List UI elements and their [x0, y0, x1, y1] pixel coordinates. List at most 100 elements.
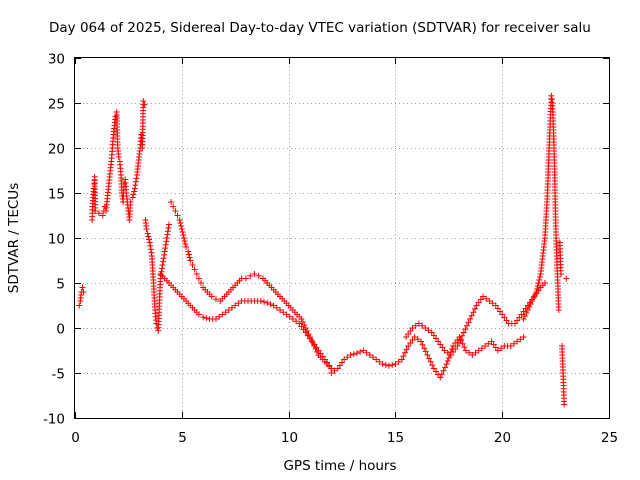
data-point-fill — [363, 349, 370, 356]
data-point-fill — [164, 231, 171, 238]
data-point-fill — [376, 358, 383, 365]
data-point — [392, 361, 399, 367]
data-point — [180, 235, 187, 241]
data-point — [168, 199, 175, 205]
data-point — [341, 356, 348, 363]
data-point-fill — [344, 354, 351, 361]
data-point — [255, 272, 262, 279]
data-point — [418, 338, 425, 345]
data-point-fill — [160, 255, 167, 262]
data-point — [189, 262, 196, 268]
data-point — [548, 92, 555, 99]
data-point — [140, 98, 147, 105]
data-point-fill — [293, 318, 300, 325]
data-point-fill — [483, 295, 490, 302]
y-tick-label: -10 — [43, 412, 65, 428]
data-point-fill — [429, 362, 436, 369]
data-point — [76, 302, 83, 309]
data-point-fill — [178, 223, 185, 229]
data-point — [561, 401, 568, 408]
x-axis-label: GPS time / hours — [283, 458, 396, 474]
data-point-fill — [162, 241, 169, 248]
data-point-fill — [159, 265, 166, 272]
data-point-fill — [162, 245, 169, 252]
data-point-fill — [498, 345, 505, 352]
data-point-fill — [389, 361, 396, 368]
data-point-fill — [164, 228, 171, 235]
data-point — [289, 316, 296, 322]
data-point — [563, 275, 570, 282]
y-tick-label: 15 — [48, 187, 65, 203]
data-point-fill — [331, 367, 338, 374]
data-point-fill — [462, 326, 469, 333]
data-point-fill — [308, 337, 315, 343]
y-tick-label: 5 — [56, 277, 65, 293]
data-point — [507, 343, 514, 349]
data-point-fill — [179, 229, 186, 235]
data-point — [283, 311, 290, 318]
data-point — [232, 302, 239, 309]
data-point-fill — [160, 258, 167, 265]
data-point — [398, 356, 405, 363]
data-point — [411, 334, 418, 340]
data-point — [146, 239, 153, 246]
data-point-fill — [133, 175, 140, 182]
data-point — [99, 212, 106, 219]
data-point — [524, 307, 531, 313]
data-point — [170, 203, 177, 210]
data-point-fill — [526, 304, 533, 310]
data-point — [533, 289, 540, 295]
data-point — [482, 343, 489, 349]
data-point-fill — [403, 346, 410, 353]
data-point-fill — [444, 358, 451, 364]
data-point-fill — [534, 286, 541, 292]
data-point-fill — [261, 298, 268, 305]
data-point-fill — [267, 301, 274, 308]
data-point-fill — [521, 313, 528, 319]
data-point-fill — [177, 220, 184, 226]
data-point-fill — [235, 300, 242, 307]
data-point-fill — [535, 280, 542, 286]
data-point — [185, 248, 192, 255]
data-point-fill — [132, 178, 139, 185]
plot-frame — [74, 57, 610, 419]
data-point-fill — [427, 358, 434, 365]
x-tick-label: 0 — [71, 430, 80, 446]
y-axis-label: SDTVAR / TECUs — [6, 183, 22, 293]
data-point-fill — [309, 340, 316, 346]
data-point — [219, 311, 226, 318]
data-point-fill — [472, 349, 479, 356]
data-point — [144, 230, 151, 237]
data-point — [159, 262, 166, 268]
data-point-fill — [186, 254, 193, 261]
data-point-fill — [459, 340, 466, 347]
data-point — [193, 271, 200, 277]
data-point-fill — [130, 191, 137, 198]
data-point — [460, 329, 467, 336]
data-point — [541, 280, 548, 286]
data-point-fill — [146, 236, 153, 243]
data-point-fill — [400, 353, 407, 360]
data-point-fill — [228, 304, 235, 311]
data-point-fill — [131, 188, 138, 195]
data-point — [112, 113, 119, 120]
data-point-fill — [314, 349, 321, 355]
data-point — [92, 208, 99, 214]
data-point-fill — [203, 315, 210, 322]
data-point — [475, 347, 482, 354]
data-point — [479, 293, 486, 300]
data-point-fill — [422, 348, 429, 355]
data-point — [183, 244, 190, 250]
data-point-fill — [273, 304, 280, 311]
data-point — [373, 356, 380, 363]
data-point-fill — [96, 210, 103, 217]
data-point-fill — [301, 322, 308, 328]
data-point — [247, 272, 254, 279]
data-point — [270, 302, 277, 309]
data-point-fill — [419, 322, 426, 329]
data-point — [366, 352, 373, 358]
data-point — [520, 316, 527, 322]
data-point-fill — [185, 251, 192, 258]
data-point-fill — [181, 238, 188, 244]
data-point — [437, 374, 444, 381]
